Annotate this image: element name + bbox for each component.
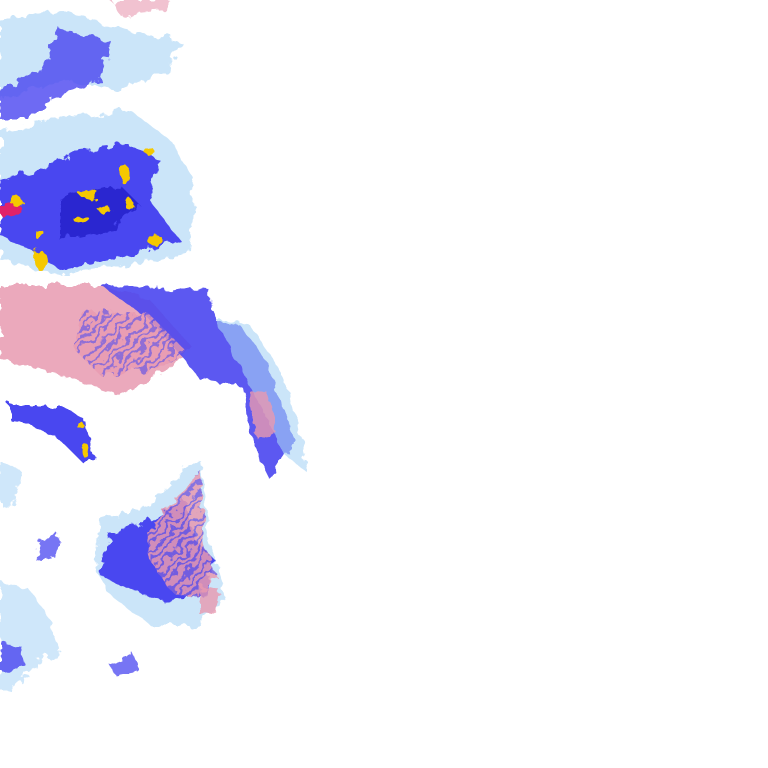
precip-scattered-southwest	[0, 0, 170, 690]
precip-cell-south	[95, 460, 225, 625]
precip-cell-central	[0, 285, 305, 480]
precip-cell-west	[10, 405, 95, 460]
precip-intense-north	[0, 148, 163, 270]
precip-cell-north	[0, 10, 195, 275]
